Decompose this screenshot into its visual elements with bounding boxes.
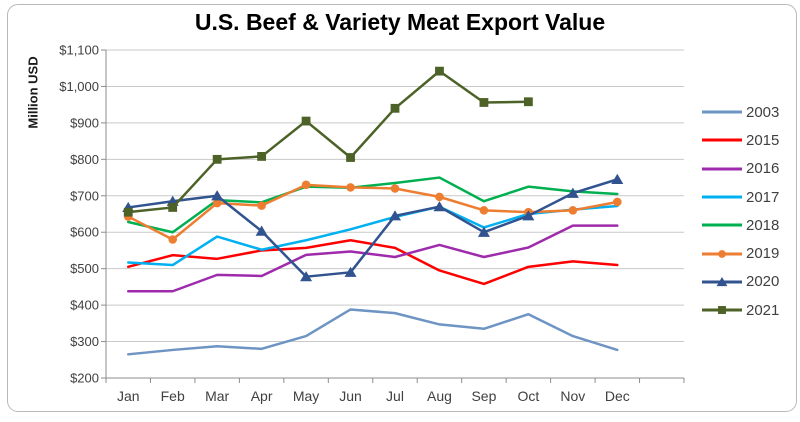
x-tick-label: Sep <box>471 388 496 404</box>
triangle-marker <box>255 225 268 236</box>
triangle-marker <box>522 210 535 221</box>
legend-swatch-2019 <box>702 249 742 258</box>
y-tick-label: $400 <box>70 298 99 313</box>
x-tick-label: Jan <box>117 388 140 404</box>
x-tick-label: Aug <box>427 388 452 404</box>
legend-item-2021: 2021 <box>701 296 779 324</box>
legend-item-2020: 2020 <box>701 268 779 296</box>
circle-marker <box>257 201 266 210</box>
y-tick-label: $1,000 <box>59 79 99 94</box>
circle-marker <box>346 183 355 192</box>
x-tick-label: Dec <box>605 388 630 404</box>
y-axis-labels: $200 $300 $400 $500 $600 $700 $800 $900 $1,000 $1… <box>59 43 99 386</box>
gridlines <box>101 49 684 379</box>
circle-marker <box>435 192 444 202</box>
x-axis-ticks <box>105 378 685 383</box>
square-marker <box>346 153 355 162</box>
legend-item-2016: 2016 <box>701 155 779 183</box>
y-tick-label: $300 <box>70 334 99 349</box>
series-line-2020 <box>126 178 619 278</box>
legend-swatch-2003 <box>702 110 742 114</box>
series-line-2018 <box>126 176 619 234</box>
x-tick-label: Apr <box>251 388 273 404</box>
square-marker <box>523 97 533 107</box>
legend-item-2015: 2015 <box>701 126 779 154</box>
legend-label: 2021 <box>746 301 780 319</box>
square-marker <box>212 154 222 164</box>
series-2020 <box>122 173 624 282</box>
legend-swatch-2020 <box>702 276 742 287</box>
circle-marker <box>390 184 400 193</box>
square-marker <box>435 66 444 76</box>
y-tick-label: $700 <box>70 188 99 203</box>
triangle-marker <box>477 226 490 237</box>
legend-item-2019: 2019 <box>701 239 779 267</box>
x-tick-label: Oct <box>517 388 539 404</box>
x-tick-label: Mar <box>205 388 229 404</box>
square-marker <box>123 207 133 217</box>
legend: 2003 2015 2016 2017 2018 2019 2020 2021 <box>701 98 779 324</box>
circle-marker <box>479 206 489 215</box>
triangle-marker <box>716 276 728 287</box>
square-marker <box>390 103 400 113</box>
x-tick-label: Jul <box>386 388 404 404</box>
legend-label: 2017 <box>746 188 780 206</box>
series-line-2003 <box>126 308 619 356</box>
y-tick-label: $900 <box>70 115 99 130</box>
series-2021 <box>123 66 533 217</box>
square-marker <box>479 98 489 107</box>
x-tick-label: Nov <box>560 388 585 404</box>
legend-swatch-2015 <box>702 138 742 142</box>
circle-marker <box>212 198 222 208</box>
square-marker <box>301 116 311 126</box>
square-marker <box>168 203 178 212</box>
y-tick-label: $500 <box>70 261 99 276</box>
legend-item-2018: 2018 <box>701 211 779 239</box>
x-tick-label: Feb <box>161 388 185 404</box>
circle-marker <box>718 249 726 258</box>
triangle-marker <box>211 190 224 201</box>
series-2018 <box>126 176 619 234</box>
x-axis-labels: Jan Feb Mar Apr May Jun Jul Aug Sep Oct Nov Dec <box>117 388 630 404</box>
legend-label: 2019 <box>746 245 780 263</box>
square-marker <box>257 152 267 161</box>
legend-label: 2015 <box>746 131 780 149</box>
triangle-marker <box>300 271 313 282</box>
y-tick-label: $800 <box>70 152 99 167</box>
square-marker <box>718 306 726 315</box>
circle-marker <box>568 206 578 215</box>
y-tick-label: $600 <box>70 225 99 240</box>
series-2016 <box>126 224 619 293</box>
legend-swatch-2017 <box>702 195 742 199</box>
x-tick-label: Jun <box>339 388 362 404</box>
legend-swatch-2016 <box>702 167 742 171</box>
legend-swatch-2018 <box>702 223 742 227</box>
y-tick-label: $1,100 <box>59 43 99 58</box>
legend-item-2017: 2017 <box>701 183 779 211</box>
triangle-marker <box>611 173 624 184</box>
legend-item-2003: 2003 <box>701 98 779 126</box>
legend-label: 2018 <box>746 216 780 234</box>
triangle-marker <box>566 187 579 198</box>
legend-swatch-2021 <box>702 306 742 315</box>
legend-label: 2020 <box>746 273 780 291</box>
chart-title: U.S. Beef & Variety Meat Export Value <box>194 9 606 35</box>
series-2003 <box>126 308 619 356</box>
series-line-2016 <box>126 224 619 293</box>
triangle-marker <box>389 210 401 221</box>
circle-marker <box>301 180 311 190</box>
circle-marker <box>168 235 177 244</box>
triangle-marker <box>344 266 357 277</box>
legend-label: 2003 <box>746 103 780 121</box>
legend-label: 2016 <box>746 160 780 178</box>
series-line-2021 <box>126 69 530 214</box>
circle-marker <box>613 197 622 207</box>
triangle-marker <box>433 201 446 212</box>
chart-border <box>7 4 797 412</box>
y-tick-label: $200 <box>70 371 99 386</box>
x-tick-label: May <box>293 388 319 404</box>
